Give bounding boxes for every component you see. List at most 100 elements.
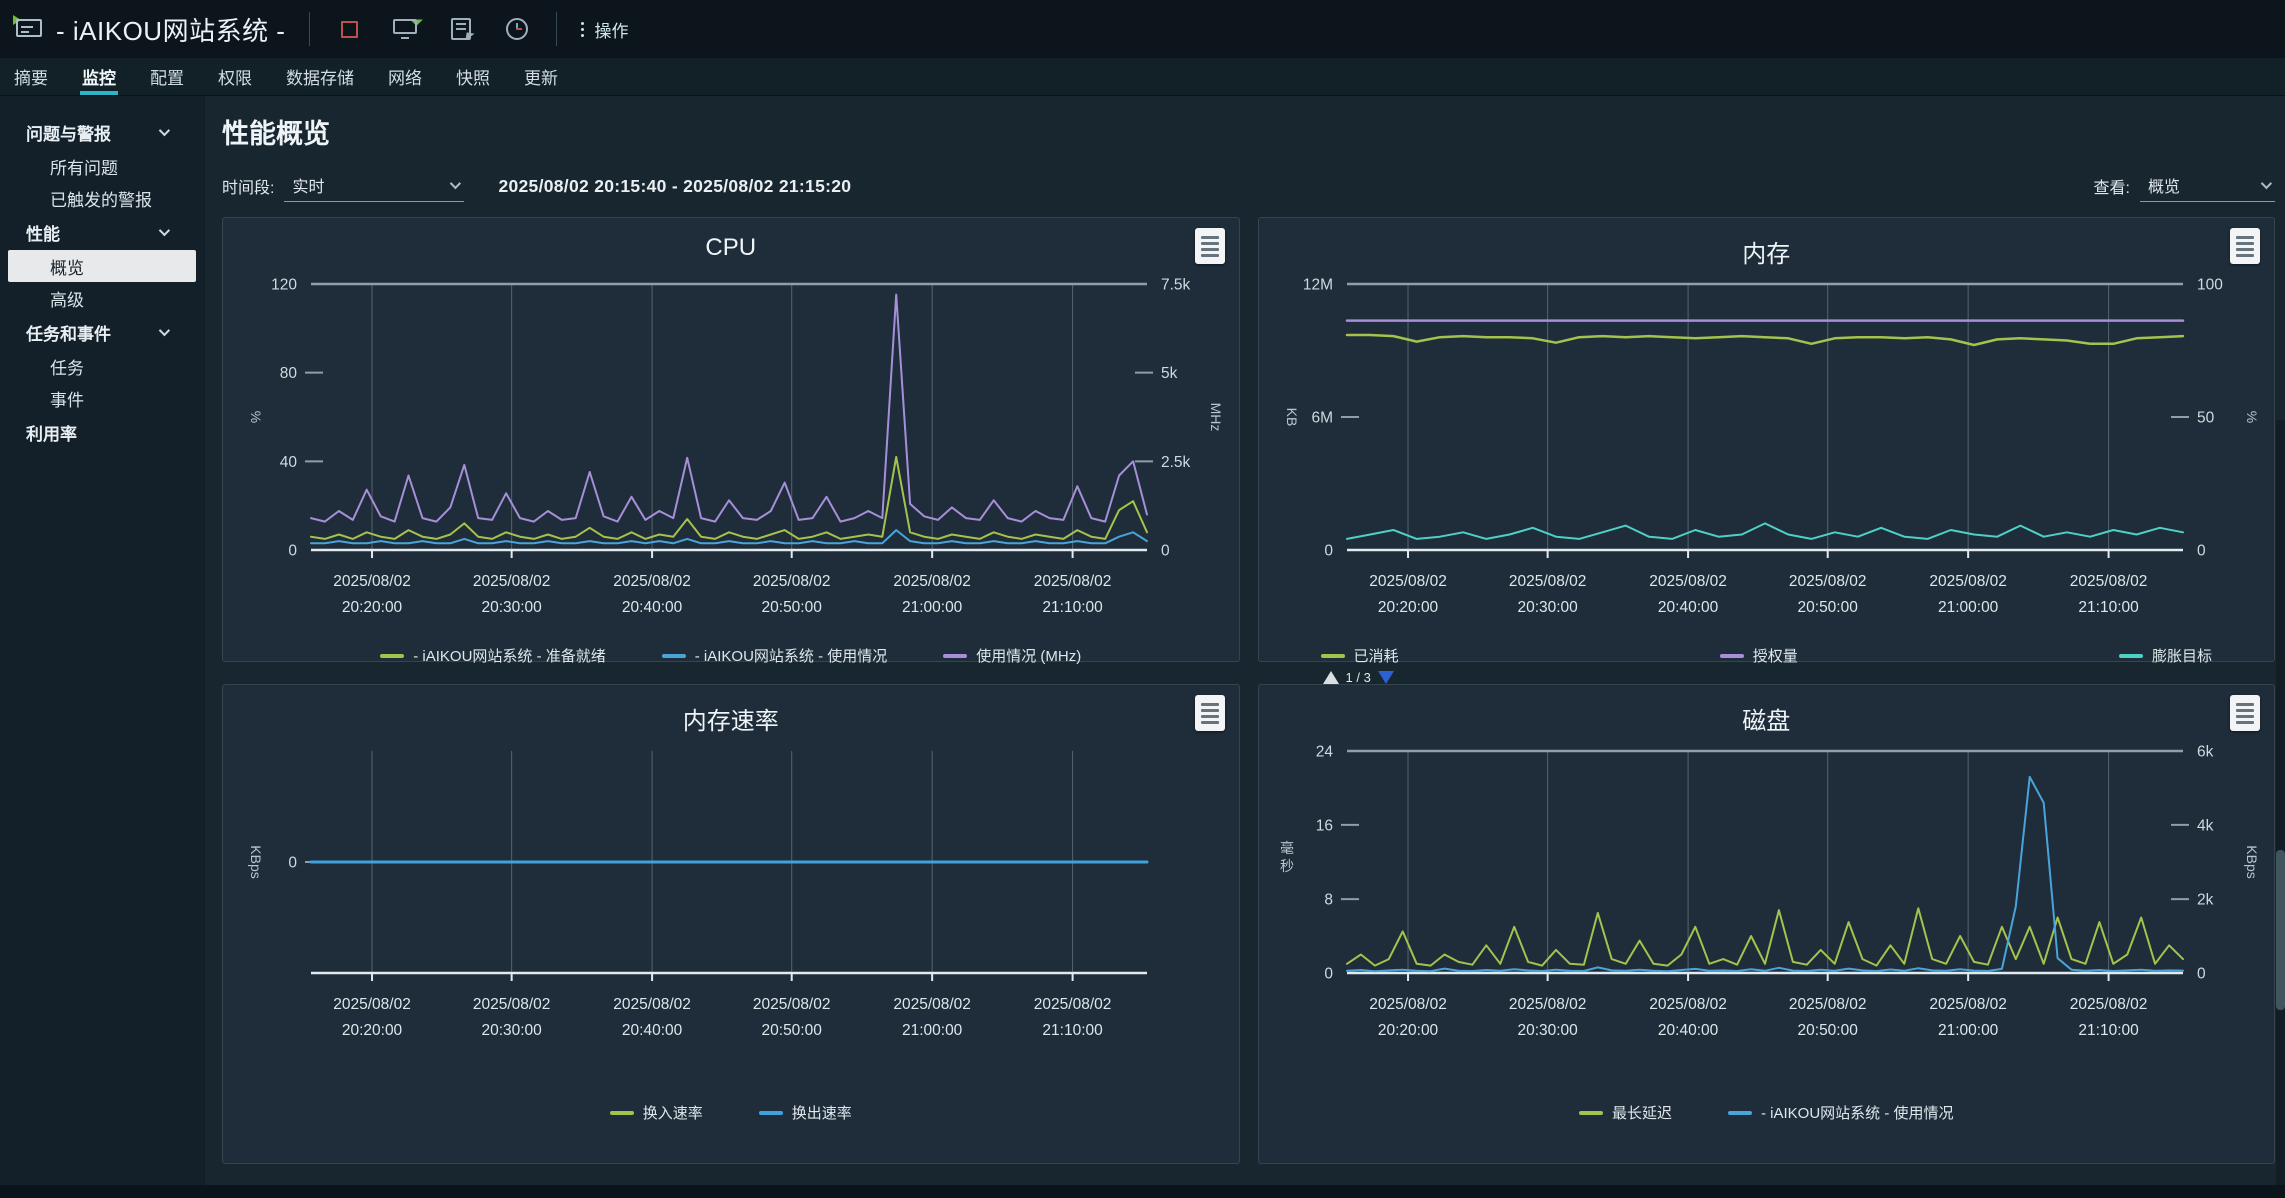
x-tick-time: 20:30:00 [481, 599, 542, 616]
axis-tick-label: 0 [1161, 543, 1170, 560]
vm-title: - iAIKOU网站系统 - [56, 11, 285, 48]
actions-button[interactable]: 操作 [581, 17, 628, 42]
tab-networks[interactable]: 网络 [386, 58, 424, 95]
x-tick-date: 2025/08/02 [2069, 573, 2147, 590]
legend-label: 最长延迟 [1612, 1102, 1672, 1123]
chart-svg-memory-rate: 0KBps2025/08/0220:20:002025/08/0220:30:0… [223, 737, 1235, 1057]
axis-tick-label: 0 [1324, 966, 1333, 983]
legend-color-dash [380, 654, 404, 658]
time-range-select[interactable]: 实时 [284, 171, 464, 202]
pager-up-icon[interactable] [1323, 671, 1339, 684]
legend-item[interactable]: - iAIKOU网站系统 - 使用情况 [1728, 1102, 1954, 1123]
chart-menu-icon[interactable] [2230, 228, 2260, 264]
tab-snapshots[interactable]: 快照 [454, 58, 492, 95]
axis-unit-label: KBps [2244, 845, 2260, 878]
x-tick-date: 2025/08/02 [753, 573, 831, 590]
chart-legend-cpu: - iAIKOU网站系统 - 准备就绪 - iAIKOU网站系统 - 使用情况 使用… [223, 645, 1239, 666]
tab-monitor[interactable]: 监控 [80, 58, 118, 95]
x-tick-time: 20:30:00 [1517, 599, 1578, 616]
chart-card-memory: 内存12M6M0KB100500%2025/08/0220:20:002025/… [1258, 217, 2276, 662]
legend-color-dash [610, 1111, 634, 1115]
x-tick-time: 20:50:00 [762, 599, 823, 616]
axis-tick-label: 0 [2197, 966, 2206, 983]
view-select[interactable]: 概览 [2140, 171, 2275, 202]
sidebar-item-triggered-alarms[interactable]: 已触发的警报 [0, 182, 205, 214]
axis-tick-label: 40 [280, 454, 298, 471]
chart-svg-memory: 12M6M0KB100500%2025/08/0220:20:002025/08… [1259, 270, 2271, 634]
tab-summary[interactable]: 摘要 [12, 58, 50, 95]
x-tick-date: 2025/08/02 [1369, 996, 1447, 1013]
tab-permissions[interactable]: 权限 [216, 58, 254, 95]
legend-item[interactable]: 授权量 [1720, 645, 1798, 666]
axis-tick-label: 5k [1161, 365, 1178, 382]
tab-datastores[interactable]: 数据存储 [284, 58, 356, 95]
legend-item[interactable]: - iAIKOU网站系统 - 使用情况 [662, 645, 888, 666]
axis-tick-label: 50 [2197, 410, 2215, 427]
x-tick-date: 2025/08/02 [1369, 573, 1447, 590]
sidebar-group-issues-alarms[interactable]: 问题与警报 [0, 114, 205, 150]
legend-item[interactable]: - iAIKOU网站系统 - 准备就绪 [380, 645, 606, 666]
sidebar-item-all-issues[interactable]: 所有问题 [0, 150, 205, 182]
legend-label: - iAIKOU网站系统 - 准备就绪 [413, 645, 606, 666]
x-tick-time: 20:20:00 [1377, 1022, 1438, 1039]
legend-color-dash [1321, 654, 1345, 658]
legend-label: 换出速率 [792, 1102, 852, 1123]
kebab-icon [581, 22, 584, 37]
chart-legend-disk: 最长延迟 - iAIKOU网站系统 - 使用情况 [1259, 1102, 2275, 1123]
sidebar-item-advanced[interactable]: 高级 [0, 282, 205, 314]
schedule-icon[interactable] [502, 14, 532, 44]
sidebar-item-events[interactable]: 事件 [0, 382, 205, 414]
sidebar-item-overview[interactable]: 概览 [8, 250, 196, 282]
legend-item[interactable]: 换入速率 [610, 1102, 703, 1123]
legend-item[interactable]: 换出速率 [759, 1102, 852, 1123]
legend-color-dash [2119, 654, 2143, 658]
axis-tick-label: 2k [2197, 892, 2214, 909]
view-label: 查看: [2094, 174, 2130, 198]
chart-title-cpu: CPU [223, 234, 1239, 262]
legend-label: 已消耗 [1354, 645, 1399, 666]
legend-label: - iAIKOU网站系统 - 使用情况 [695, 645, 888, 666]
legend-label: 使用情况 (MHz) [976, 645, 1081, 666]
chevron-down-icon [159, 125, 170, 136]
x-tick-date: 2025/08/02 [613, 996, 691, 1013]
x-tick-date: 2025/08/02 [753, 996, 831, 1013]
axis-tick-label: 7.5k [1161, 277, 1191, 294]
x-tick-time: 20:30:00 [1517, 1022, 1578, 1039]
x-tick-date: 2025/08/02 [1929, 996, 2007, 1013]
chevron-down-icon [2261, 177, 2272, 188]
export-icon[interactable] [446, 14, 476, 44]
launch-console-icon[interactable] [390, 14, 420, 44]
chart-title-memory: 内存 [1259, 234, 2275, 269]
vertical-scrollbar[interactable] [2276, 420, 2285, 1198]
x-tick-time: 20:40:00 [1657, 1022, 1718, 1039]
tab-configure[interactable]: 配置 [148, 58, 186, 95]
axis-unit-label: % [2244, 411, 2260, 423]
sidebar-item-tasks[interactable]: 任务 [0, 350, 205, 382]
x-tick-time: 21:10:00 [2078, 599, 2139, 616]
chart-menu-icon[interactable] [1195, 695, 1225, 731]
pager-count: 1 / 3 [1346, 670, 1371, 685]
chart-card-cpu: CPU12080400%7.5k5k2.5k0MHz2025/08/0220:2… [222, 217, 1240, 662]
toolbar-divider-2 [556, 12, 557, 46]
sidebar-group-performance[interactable]: 性能 [0, 214, 205, 250]
legend-label: 授权量 [1753, 645, 1798, 666]
legend-item[interactable]: 最长延迟 [1579, 1102, 1672, 1123]
x-tick-date: 2025/08/02 [333, 996, 411, 1013]
chart-menu-icon[interactable] [1195, 228, 1225, 264]
legend-item[interactable]: 已消耗 [1321, 645, 1399, 666]
sidebar-group-utilization[interactable]: 利用率 [0, 414, 205, 450]
x-tick-date: 2025/08/02 [1034, 996, 1112, 1013]
scrollbar-thumb[interactable] [2276, 850, 2285, 1010]
axis-unit-label: KB [1284, 408, 1300, 427]
x-tick-time: 21:10:00 [1042, 599, 1103, 616]
tab-updates[interactable]: 更新 [522, 58, 560, 95]
sidebar-group-tasks-events[interactable]: 任务和事件 [0, 314, 205, 350]
pager-down-icon[interactable] [1378, 671, 1394, 684]
legend-item[interactable]: 使用情况 (MHz) [943, 645, 1081, 666]
x-tick-time: 20:50:00 [1797, 599, 1858, 616]
axis-tick-label: 0 [2197, 543, 2206, 560]
chart-menu-icon[interactable] [2230, 695, 2260, 731]
x-tick-time: 20:20:00 [1377, 599, 1438, 616]
shutdown-icon[interactable] [334, 14, 364, 44]
legend-item[interactable]: 膨胀目标 [2119, 645, 2212, 666]
